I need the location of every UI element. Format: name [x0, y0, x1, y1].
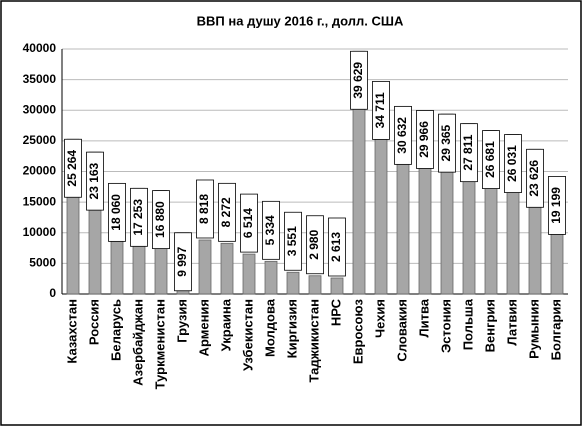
x-tick-label: Латвия: [504, 299, 519, 346]
value-label-box: [130, 187, 148, 247]
x-tick-label: Киргизия: [284, 299, 299, 358]
y-tick-label: 10000: [23, 225, 57, 239]
value-label-box: [526, 148, 544, 208]
value-label: 23 626: [527, 160, 541, 197]
value-label-box: [416, 110, 434, 169]
value-label-box: [218, 182, 236, 242]
x-tick-label: Туркменистан: [152, 299, 167, 389]
x-tick-label: Польша: [460, 298, 475, 350]
value-label: 30 632: [395, 117, 409, 154]
bar: [198, 239, 212, 295]
value-label-box: [152, 190, 170, 250]
x-tick-label: Армения: [196, 299, 211, 356]
value-label: 16 880: [153, 201, 167, 238]
value-label-box: [174, 232, 192, 292]
x-tick-label: Литва: [416, 298, 431, 337]
bar: [242, 253, 256, 295]
value-label-box: [108, 182, 126, 242]
bar: [220, 242, 234, 295]
x-tick-label: Болгария: [548, 299, 563, 360]
value-label: 34 711: [373, 92, 387, 128]
value-label: 19 199: [549, 187, 563, 224]
x-tick-label: Россия: [86, 299, 101, 345]
value-label: 29 365: [439, 124, 453, 161]
chart-title: ВВП на душу 2016 г., долл. США: [197, 13, 404, 28]
value-label-box: [438, 113, 456, 173]
value-label-box: [284, 211, 302, 271]
x-tick-label: Венгрия: [482, 299, 497, 352]
x-tick-label: Азербайджан: [130, 299, 145, 386]
x-tick-label: Грузия: [174, 299, 189, 343]
value-label: 2 613: [329, 232, 343, 262]
value-label-box: [328, 217, 346, 277]
value-label: 39 629: [351, 62, 365, 99]
value-label-box: [196, 179, 214, 239]
bar: [330, 277, 344, 295]
value-label-box: [240, 193, 258, 253]
value-label-box: [548, 176, 566, 235]
value-label: 9 997: [175, 246, 189, 276]
value-label: 27 811: [461, 134, 475, 170]
bar: [264, 260, 278, 295]
value-label-box: [350, 50, 368, 110]
x-tick-label: Словакия: [394, 299, 409, 362]
y-tick-label: 5000: [29, 256, 56, 270]
bar: [308, 275, 322, 295]
x-tick-label: Чехия: [372, 299, 387, 338]
x-tick-label: Молдова: [262, 298, 277, 357]
x-tick-label: Казахстан: [64, 299, 79, 364]
value-label: 8 818: [197, 194, 211, 224]
x-tick-label: Беларусь: [108, 299, 123, 361]
value-label-box: [504, 134, 522, 193]
y-tick-label: 15000: [23, 194, 57, 208]
value-label: 18 060: [109, 194, 123, 231]
x-tick-label: Таджикистан: [306, 299, 321, 382]
value-label: 26 031: [505, 145, 519, 182]
value-label: 3 551: [285, 226, 299, 256]
x-tick-label: Эстония: [438, 299, 453, 353]
value-label-box: [86, 151, 104, 211]
bar: [286, 271, 300, 295]
y-tick-label: 25000: [23, 133, 57, 147]
value-label: 17 253: [131, 199, 145, 236]
x-tick-label: НРС: [328, 298, 343, 326]
value-label-box: [306, 215, 324, 275]
value-label: 26 681: [483, 141, 497, 178]
x-tick-label: Евросоюз: [350, 298, 365, 364]
x-tick-label: Украина: [218, 298, 233, 351]
value-label: 23 163: [87, 162, 101, 199]
y-tick-label: 0: [49, 286, 56, 300]
value-label: 2 980: [307, 229, 321, 259]
x-tick-label: Узбекистан: [240, 299, 255, 371]
y-tick-label: 35000: [23, 72, 57, 86]
value-label-box: [64, 138, 82, 198]
value-label-box: [372, 80, 390, 140]
value-label: 29 966: [417, 121, 431, 158]
y-tick-label: 40000: [23, 41, 57, 55]
value-label-box: [460, 123, 478, 183]
value-label: 25 264: [65, 150, 79, 187]
x-tick-label: Румыния: [526, 299, 541, 359]
y-tick-label: 30000: [23, 102, 57, 116]
value-label-box: [482, 130, 500, 189]
y-tick-label: 20000: [23, 164, 57, 178]
value-label-box: [262, 200, 280, 260]
value-label-box: [394, 105, 412, 165]
value-label: 8 272: [219, 197, 233, 227]
value-label: 5 334: [263, 215, 277, 245]
value-label: 6 514: [241, 208, 255, 238]
